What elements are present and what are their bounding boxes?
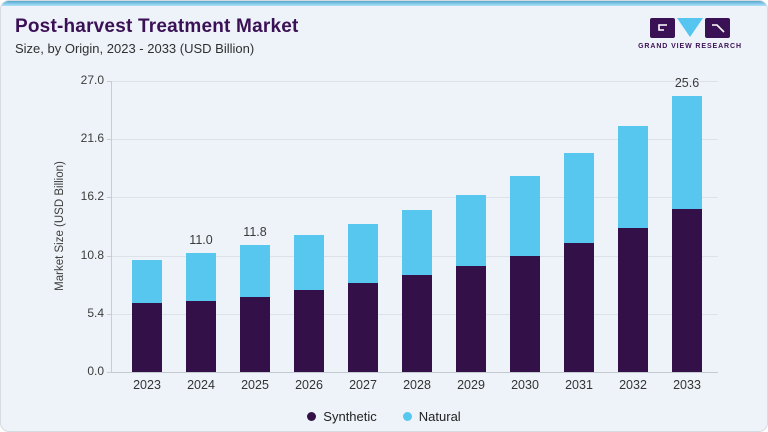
y-tick-label: 16.2: [80, 189, 104, 203]
x-tick-label-2030: 2030: [511, 378, 539, 392]
legend: Synthetic Natural: [1, 409, 767, 424]
gvr-logo-marks: [635, 18, 745, 39]
bar-segment-natural-2029: [456, 195, 486, 267]
y-tick-mark: [107, 139, 112, 140]
x-tick-label-2031: 2031: [565, 378, 593, 392]
x-tick-label-2023: 2023: [133, 378, 161, 392]
legend-label-synthetic: Synthetic: [323, 409, 377, 424]
y-tick-label: 21.6: [80, 131, 104, 145]
bar-segment-synthetic-2027: [348, 282, 378, 372]
bar-segment-natural-2026: [294, 235, 324, 291]
gvr-logo: GRAND VIEW RESEARCH: [635, 18, 745, 50]
bar-segment-synthetic-2033: [672, 209, 702, 372]
bar-total-label-2024: 11.0: [189, 233, 213, 248]
legend-label-natural: Natural: [418, 409, 461, 424]
x-tick-label-2032: 2032: [619, 378, 647, 392]
y-tick-mark: [107, 197, 112, 198]
bar-segment-synthetic-2030: [510, 255, 540, 372]
bar-segment-natural-2024: [186, 253, 216, 301]
bar-segment-natural-2030: [510, 175, 540, 256]
bar-segment-natural-2031: [564, 153, 594, 243]
legend-marker-natural-icon: [402, 412, 412, 421]
chart-subtitle: Size, by Origin, 2023 - 2033 (USD Billio…: [15, 41, 255, 56]
y-tick-mark: [107, 81, 112, 82]
legend-item-synthetic: Synthetic: [307, 409, 377, 424]
bar-segment-synthetic-2029: [456, 266, 486, 372]
logo-r-icon: [705, 18, 730, 38]
bar-total-label-2033: 25.6: [674, 76, 700, 91]
plot-area: 0.0 5.4 10.8 16.2 21.6 27.0 2023 11.0 2024 11.8 20…: [81, 73, 718, 392]
bar-segment-natural-2025: [240, 244, 270, 297]
bar-segment-synthetic-2025: [240, 296, 270, 372]
bar-segment-synthetic-2024: [186, 300, 216, 372]
card-top-accent: [1, 1, 767, 6]
bar-segment-natural-2033: [672, 96, 702, 210]
x-tick-label-2026: 2026: [295, 378, 323, 392]
y-tick-mark: [107, 372, 112, 373]
gridline: [112, 197, 718, 198]
y-tick-mark: [107, 314, 112, 315]
bar-segment-synthetic-2032: [618, 227, 648, 372]
bar-total-label-2025: 11.8: [243, 224, 267, 239]
x-tick-label-2027: 2027: [349, 378, 377, 392]
y-tick-label: 10.8: [80, 248, 104, 262]
gridline: [112, 139, 718, 140]
bar-segment-natural-2023: [132, 259, 162, 304]
y-axis-title: Market Size (USD Billion): [54, 161, 66, 291]
bar-segment-synthetic-2026: [294, 290, 324, 372]
y-tick-label: 27.0: [80, 73, 104, 87]
y-tick-label: 5.4: [87, 306, 104, 320]
x-tick-label-2028: 2028: [403, 378, 431, 392]
bar-segment-synthetic-2031: [564, 242, 594, 372]
x-tick-label-2025: 2025: [241, 378, 269, 392]
y-tick-mark: [107, 256, 112, 257]
bar-segment-synthetic-2023: [132, 303, 162, 372]
y-tick-label: 0.0: [87, 364, 104, 378]
legend-marker-synthetic-icon: [307, 412, 317, 421]
logo-text: GRAND VIEW RESEARCH: [638, 43, 742, 50]
bar-segment-natural-2028: [402, 210, 432, 275]
bar-segment-natural-2027: [348, 224, 378, 283]
bar-segment-natural-2032: [618, 126, 648, 228]
logo-v-icon: [677, 18, 703, 37]
gridline: [112, 81, 718, 82]
logo-g-icon: [650, 18, 675, 38]
x-tick-label-2033: 2033: [673, 378, 701, 392]
x-tick-label-2024: 2024: [187, 378, 215, 392]
bar-segment-synthetic-2028: [402, 275, 432, 372]
x-tick-label-2029: 2029: [457, 378, 485, 392]
page-title: Post-harvest Treatment Market: [15, 16, 299, 37]
legend-item-natural: Natural: [402, 409, 461, 424]
